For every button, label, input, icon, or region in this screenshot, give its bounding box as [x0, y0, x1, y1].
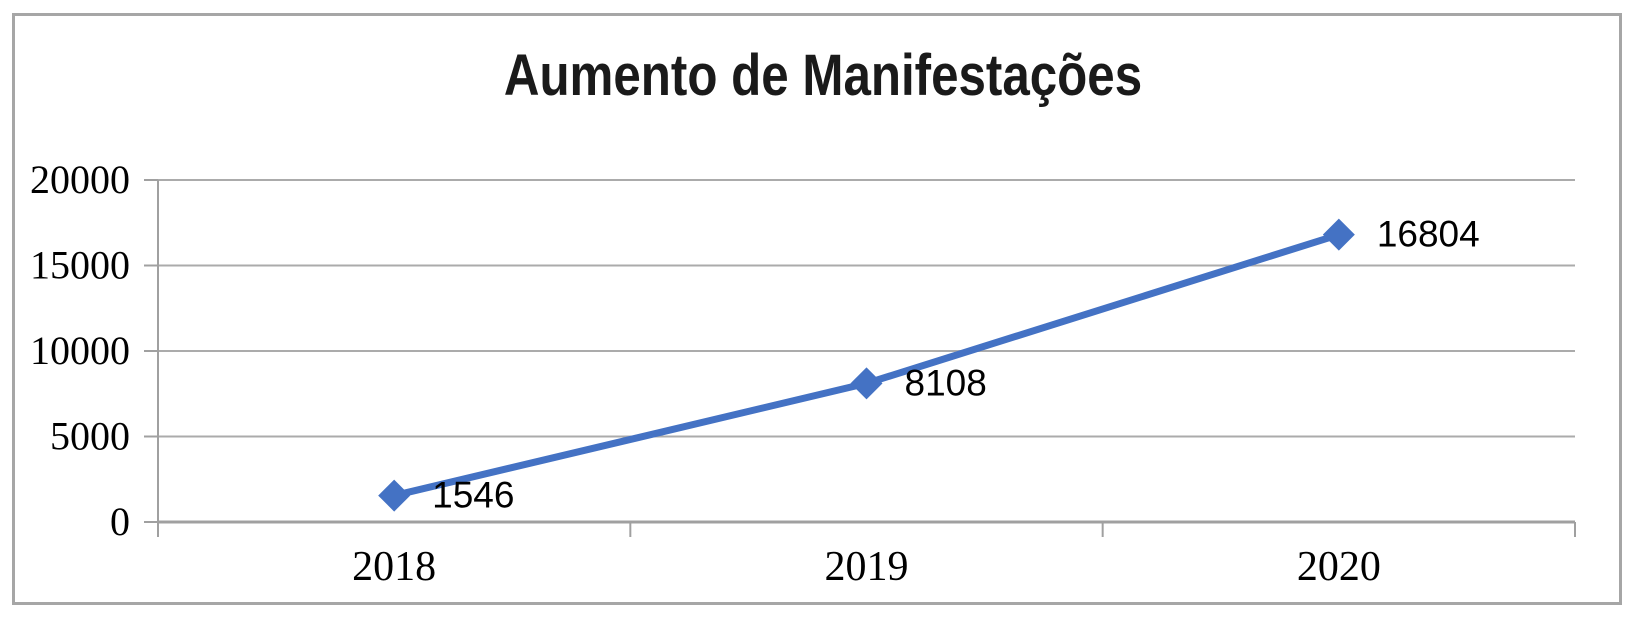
data-point-label: 16804 [1377, 214, 1480, 255]
x-axis-category-label: 2019 [825, 544, 909, 590]
x-axis-category-label: 2018 [352, 544, 436, 590]
data-point-marker [850, 367, 883, 400]
y-axis-tick-label: 5000 [50, 414, 130, 459]
x-axis-category-label: 2020 [1297, 544, 1381, 590]
data-series-line [393, 231, 1340, 499]
data-point-marker [1322, 218, 1355, 251]
chart-outer-border [12, 13, 1622, 605]
chart-title: Aumento de Manifestações [503, 43, 1143, 108]
y-axis-tick-label: 15000 [30, 243, 130, 288]
y-axis-tick-label: 20000 [30, 157, 130, 202]
data-point-label: 8108 [905, 362, 987, 403]
y-axis-tick-label: 10000 [30, 328, 130, 373]
data-point-marker [378, 479, 411, 512]
data-point-label: 1546 [432, 475, 514, 516]
y-axis-tick-label: 0 [110, 499, 130, 544]
